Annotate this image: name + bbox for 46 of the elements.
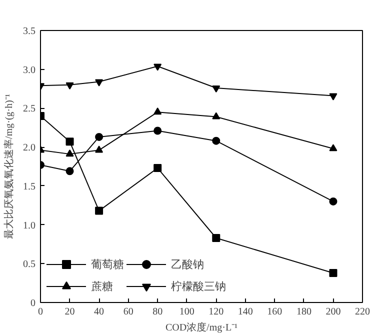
x-tick-label: 40 (94, 306, 104, 318)
legend-label: 葡萄糖 (91, 258, 124, 272)
point (329, 197, 338, 206)
x-tick-label: 20 (64, 306, 75, 318)
point (154, 164, 162, 172)
point (95, 146, 104, 153)
point (66, 150, 74, 157)
y-tick-label: 1.5 (23, 181, 36, 192)
point (212, 234, 220, 242)
point (95, 132, 104, 141)
point (154, 126, 162, 135)
point (95, 79, 104, 86)
x-tick-label: 160 (267, 306, 282, 318)
point (212, 85, 220, 93)
x-tick-label: 180 (296, 306, 312, 318)
x-tick-label: 60 (123, 306, 134, 318)
y-tick-label: 0 (30, 298, 36, 309)
y-tick-label: 1.0 (23, 220, 36, 232)
point (66, 138, 74, 146)
x-tick-label: 0 (38, 306, 43, 318)
point (66, 167, 74, 176)
y-tick-label: 2.5 (23, 104, 36, 115)
legend-label: 柠檬酸三钠 (171, 280, 226, 294)
legend-label: 乙酸钠 (171, 258, 204, 272)
x-tick-label: 220 (355, 306, 370, 318)
x-tick-label: 80 (152, 306, 163, 318)
y-tick-label: 3.5 (23, 26, 36, 37)
x-tick-label: 100 (179, 306, 194, 318)
point (329, 93, 338, 100)
y-tick-label: 2.0 (23, 142, 36, 154)
point (329, 268, 338, 277)
point (212, 112, 220, 120)
x-tick-label: 200 (326, 306, 341, 318)
x-axis-title: COD浓度/mg·L⁻¹ (165, 322, 238, 334)
y-tick-label: 0.5 (23, 259, 36, 270)
point (66, 82, 74, 90)
x-tick-label: 140 (238, 306, 253, 318)
point (154, 108, 162, 115)
y-tick-label: 3.0 (23, 64, 36, 76)
point (154, 64, 162, 71)
point (95, 206, 104, 215)
point (212, 136, 220, 145)
legend-label: 蔗糖 (91, 280, 113, 294)
y-axis-title: 最大比厌氧氨氧化速率/mg·(g·h)⁻¹ (3, 94, 15, 239)
x-tick-label: 120 (208, 306, 224, 318)
point (329, 144, 338, 152)
